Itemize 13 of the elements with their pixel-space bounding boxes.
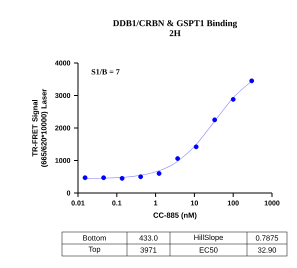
point: [249, 78, 254, 84]
point: [194, 144, 199, 150]
point: [101, 175, 106, 180]
point: [212, 117, 218, 122]
point: [82, 175, 88, 180]
point: [138, 174, 144, 180]
point: [120, 176, 125, 181]
point: [230, 97, 236, 102]
annotation: S1/B = 7: [92, 69, 120, 75]
chart-subtitle: 2H: [170, 30, 181, 36]
chart-title: DDB1/CRBN & GSPT1 Binding: [113, 20, 238, 28]
point: [175, 156, 180, 161]
point: [156, 171, 162, 176]
